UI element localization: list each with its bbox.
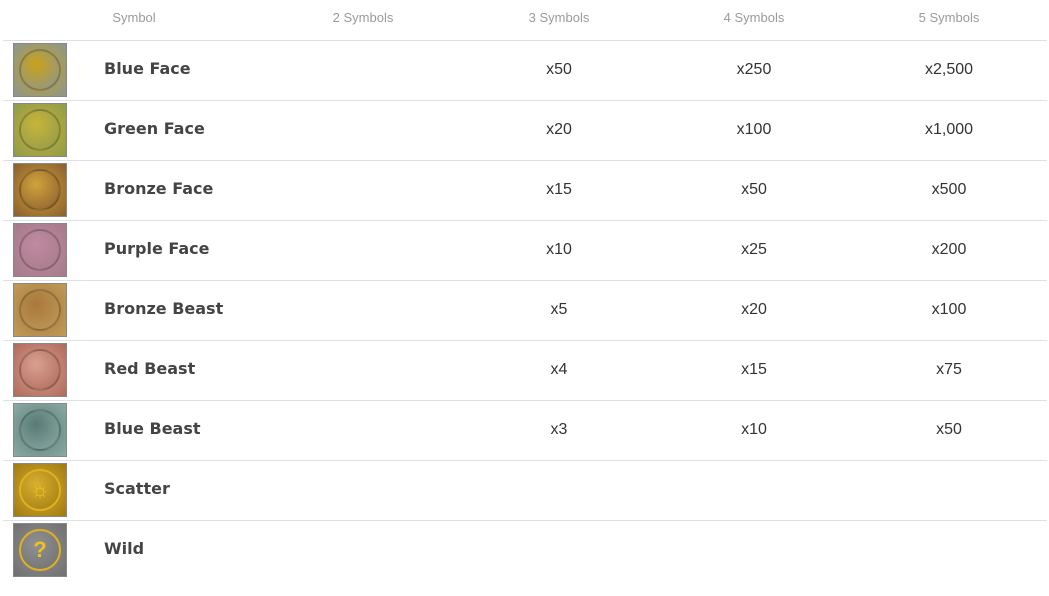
payout-3: x5 bbox=[550, 301, 568, 318]
table-row: Bronze Face x15 x50 x500 bbox=[3, 161, 1047, 221]
payout-3: x50 bbox=[546, 61, 572, 78]
payout-3: x10 bbox=[546, 241, 572, 258]
blue-face-icon bbox=[13, 43, 67, 97]
symbol-name: Purple Face bbox=[104, 239, 210, 258]
symbol-name: Red Beast bbox=[104, 359, 196, 378]
payout-4: x20 bbox=[741, 301, 767, 318]
payout-3: x3 bbox=[550, 421, 568, 438]
header-2-symbols: 2 Symbols bbox=[332, 10, 394, 25]
payout-4: x10 bbox=[741, 421, 767, 438]
symbol-name: Scatter bbox=[104, 479, 170, 498]
bronze-beast-icon bbox=[13, 283, 67, 337]
symbol-name: Blue Beast bbox=[104, 419, 201, 438]
payout-4: x250 bbox=[736, 61, 772, 78]
symbol-name: Bronze Face bbox=[104, 179, 214, 198]
wild-question-icon: ? bbox=[13, 523, 67, 577]
header-4-symbols: 4 Symbols bbox=[723, 10, 785, 25]
payout-3: x20 bbox=[546, 121, 572, 138]
table-row: Bronze Beast x5 x20 x100 bbox=[3, 281, 1047, 341]
payout-4: x25 bbox=[741, 241, 767, 258]
table-row: ☼ Scatter bbox=[3, 461, 1047, 521]
paytable-header: Symbol 2 Symbols 3 Symbols 4 Symbols 5 S… bbox=[3, 0, 1047, 41]
payout-5: x50 bbox=[936, 421, 962, 438]
table-row: Red Beast x4 x15 x75 bbox=[3, 341, 1047, 401]
scatter-icon: ☼ bbox=[13, 463, 67, 517]
payout-5: x1,000 bbox=[924, 121, 974, 138]
payout-3: x15 bbox=[546, 181, 572, 198]
table-row: Purple Face x10 x25 x200 bbox=[3, 221, 1047, 281]
header-symbol: Symbol bbox=[112, 10, 156, 25]
symbol-name: Blue Face bbox=[104, 59, 191, 78]
table-row: Blue Face x50 x250 x2,500 bbox=[3, 41, 1047, 101]
payout-5: x75 bbox=[936, 361, 962, 378]
symbol-name: Green Face bbox=[104, 119, 205, 138]
payout-4: x100 bbox=[736, 121, 772, 138]
symbol-name: Wild bbox=[104, 539, 145, 558]
header-5-symbols: 5 Symbols bbox=[918, 10, 980, 25]
red-beast-icon bbox=[13, 343, 67, 397]
green-face-icon bbox=[13, 103, 67, 157]
payout-3: x4 bbox=[550, 361, 568, 378]
table-row: ? Wild bbox=[3, 521, 1047, 580]
paytable: Symbol 2 Symbols 3 Symbols 4 Symbols 5 S… bbox=[3, 0, 1047, 580]
blue-beast-icon bbox=[13, 403, 67, 457]
header-3-symbols: 3 Symbols bbox=[528, 10, 590, 25]
table-row: Green Face x20 x100 x1,000 bbox=[3, 101, 1047, 161]
payout-5: x100 bbox=[931, 301, 967, 318]
payout-5: x500 bbox=[931, 181, 967, 198]
symbol-name: Bronze Beast bbox=[104, 299, 224, 318]
payout-4: x15 bbox=[741, 361, 767, 378]
purple-face-icon bbox=[13, 223, 67, 277]
table-row: Blue Beast x3 x10 x50 bbox=[3, 401, 1047, 461]
bronze-face-icon bbox=[13, 163, 67, 217]
payout-4: x50 bbox=[741, 181, 767, 198]
payout-5: x2,500 bbox=[924, 61, 974, 78]
payout-5: x200 bbox=[931, 241, 967, 258]
